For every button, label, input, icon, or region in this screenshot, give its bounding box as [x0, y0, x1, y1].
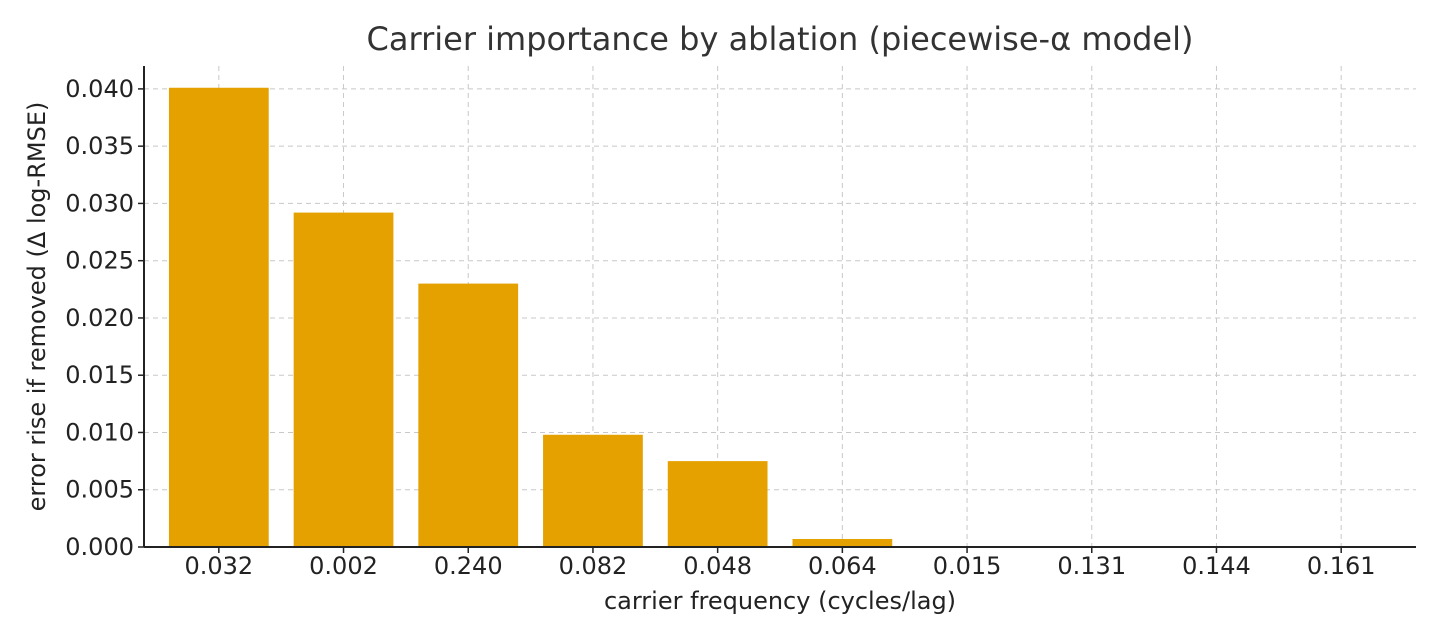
y-tick-label: 0.010 [65, 418, 134, 446]
bar [543, 434, 643, 547]
y-tick-label: 0.035 [65, 132, 134, 160]
chart-title: Carrier importance by ablation (piecewis… [367, 20, 1194, 58]
x-tick-label: 0.015 [933, 552, 1002, 580]
x-tick-label: 0.048 [683, 552, 752, 580]
y-tick-label: 0.020 [65, 304, 134, 332]
x-tick-label: 0.131 [1057, 552, 1126, 580]
bar [667, 461, 768, 547]
y-tick-label: 0.000 [65, 533, 134, 561]
x-tick-label: 0.082 [559, 552, 628, 580]
y-tick-label: 0.005 [65, 476, 134, 504]
x-tick-label: 0.240 [434, 552, 503, 580]
bar [418, 283, 519, 547]
x-tick-label: 0.002 [309, 552, 378, 580]
x-tick-label: 0.032 [184, 552, 253, 580]
bars [168, 87, 893, 548]
bar [168, 87, 269, 547]
y-tick-label: 0.015 [65, 361, 134, 389]
y-tick-label: 0.040 [65, 75, 134, 103]
y-tick-label: 0.030 [65, 189, 134, 217]
bar [792, 538, 893, 547]
x-tick-label: 0.161 [1307, 552, 1376, 580]
x-tick-label: 0.064 [808, 552, 877, 580]
x-tick-label: 0.144 [1182, 552, 1251, 580]
y-axis-label: error rise if removed (Δ log-RMSE) [23, 102, 51, 512]
y-tick-label: 0.025 [65, 247, 134, 275]
tick-labels: 0.000 0.005 0.010 0.015 0.020 0.025 0.030 0.035… [65, 75, 1375, 580]
bar [293, 212, 394, 548]
axes [138, 66, 1416, 553]
x-axis-label: carrier frequency (cycles/lag) [604, 587, 956, 615]
